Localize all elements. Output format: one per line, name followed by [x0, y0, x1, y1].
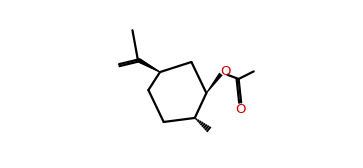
Polygon shape — [206, 73, 223, 93]
Polygon shape — [138, 58, 160, 73]
Text: O: O — [220, 65, 231, 78]
Text: O: O — [235, 103, 245, 116]
Polygon shape — [137, 58, 160, 73]
